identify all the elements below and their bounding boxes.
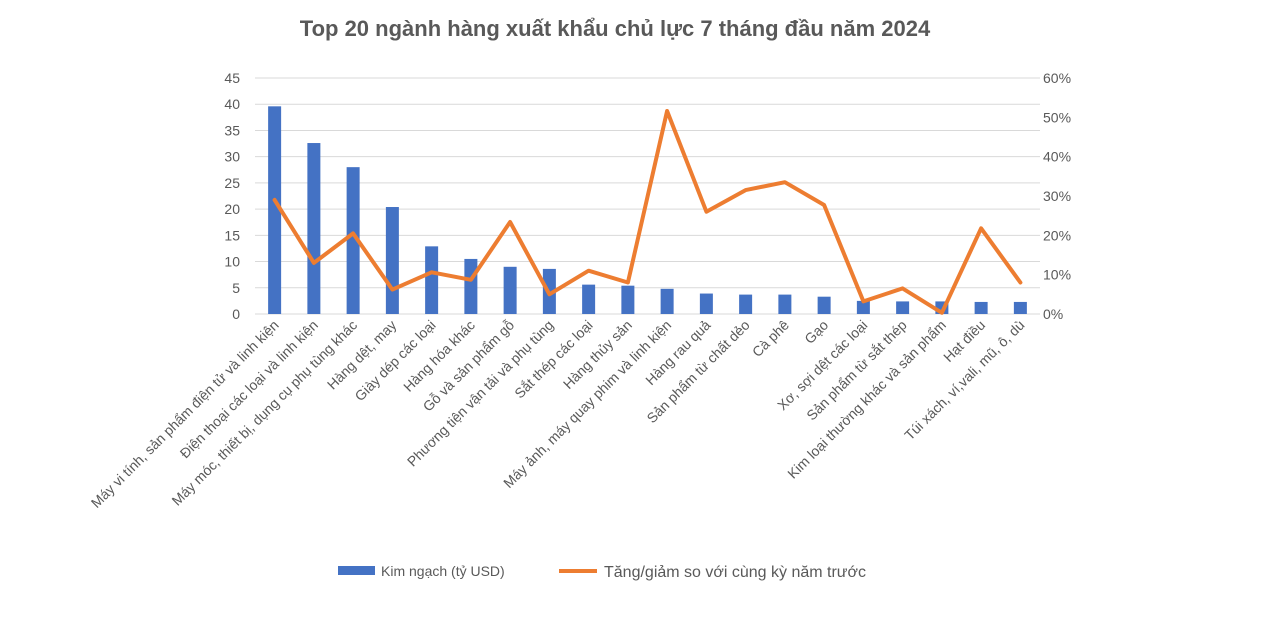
left-tick-label: 40 xyxy=(224,96,240,112)
left-tick-label: 5 xyxy=(232,280,240,296)
gridlines xyxy=(255,77,1040,315)
line-point xyxy=(901,286,905,290)
left-tick-label: 45 xyxy=(224,70,240,86)
bar xyxy=(739,294,753,314)
line-point xyxy=(822,203,826,207)
line-series xyxy=(272,109,1023,315)
bar xyxy=(621,285,635,314)
line-point xyxy=(940,311,944,315)
chart-title: Top 20 ngành hàng xuất khẩu chủ lực 7 th… xyxy=(300,16,931,41)
line-point xyxy=(704,210,708,214)
left-tick-label: 10 xyxy=(224,254,240,270)
category-labels: Máy vi tính, sản phẩm điện tử và linh ki… xyxy=(88,317,1028,511)
right-tick-label: 50% xyxy=(1043,109,1071,125)
bar xyxy=(346,167,360,314)
line-path xyxy=(272,109,1023,315)
bar xyxy=(503,266,517,314)
category-label: Hàng dệt, may xyxy=(324,317,400,393)
bar-series xyxy=(268,106,1027,314)
category-label: Gạo xyxy=(801,317,831,347)
bar xyxy=(1013,301,1027,314)
bar xyxy=(856,300,870,314)
right-tick-label: 10% xyxy=(1043,267,1071,283)
line-point xyxy=(547,292,551,296)
bar xyxy=(425,246,439,314)
bar xyxy=(307,143,321,314)
line-point xyxy=(587,269,591,273)
right-tick-label: 60% xyxy=(1043,70,1071,86)
line-point xyxy=(979,226,983,230)
category-label: Hàng thủy sản xyxy=(560,317,635,392)
bar xyxy=(582,284,596,314)
left-tick-label: 0 xyxy=(232,306,240,322)
line-point xyxy=(273,198,277,202)
bar xyxy=(699,293,713,314)
line-point xyxy=(390,288,394,292)
line-point xyxy=(744,188,748,192)
line-point xyxy=(312,261,316,265)
line-point xyxy=(508,220,512,224)
left-tick-label: 20 xyxy=(224,201,240,217)
category-label: Máy móc, thiết bị, dụng cụ phụ tùng khác xyxy=(168,317,360,509)
left-tick-label: 15 xyxy=(224,227,240,243)
legend: Kim ngạch (tỷ USD) Tăng/giảm so với cùng… xyxy=(338,563,866,581)
line-point xyxy=(1018,281,1022,285)
right-axis-ticks: 0% 10% 20% 30% 40% 50% 60% xyxy=(1043,70,1071,322)
line-point xyxy=(665,109,669,113)
right-tick-label: 20% xyxy=(1043,227,1071,243)
bar xyxy=(464,258,478,314)
bar xyxy=(660,288,674,314)
left-tick-label: 35 xyxy=(224,122,240,138)
line-point xyxy=(783,180,787,184)
line-point xyxy=(626,281,630,285)
category-label: Cà phê xyxy=(749,317,792,360)
line-point xyxy=(861,299,865,303)
bar xyxy=(778,294,792,314)
line-point xyxy=(430,270,434,274)
right-tick-label: 30% xyxy=(1043,188,1071,204)
bar xyxy=(817,296,831,314)
bar xyxy=(385,207,399,314)
left-tick-label: 30 xyxy=(224,149,240,165)
line-point xyxy=(351,231,355,235)
bar xyxy=(268,106,282,314)
legend-swatch-bar xyxy=(338,566,375,575)
right-tick-label: 0% xyxy=(1043,306,1063,322)
legend-label-line: Tăng/giảm so với cùng kỳ năm trước xyxy=(604,564,866,581)
bar xyxy=(896,301,910,314)
left-tick-label: 25 xyxy=(224,175,240,191)
bar xyxy=(974,301,988,314)
legend-label-bar: Kim ngạch (tỷ USD) xyxy=(381,563,505,579)
left-axis-ticks: 0 5 10 15 20 25 30 35 40 45 xyxy=(224,70,240,322)
right-tick-label: 40% xyxy=(1043,149,1071,165)
line-point xyxy=(469,278,473,282)
